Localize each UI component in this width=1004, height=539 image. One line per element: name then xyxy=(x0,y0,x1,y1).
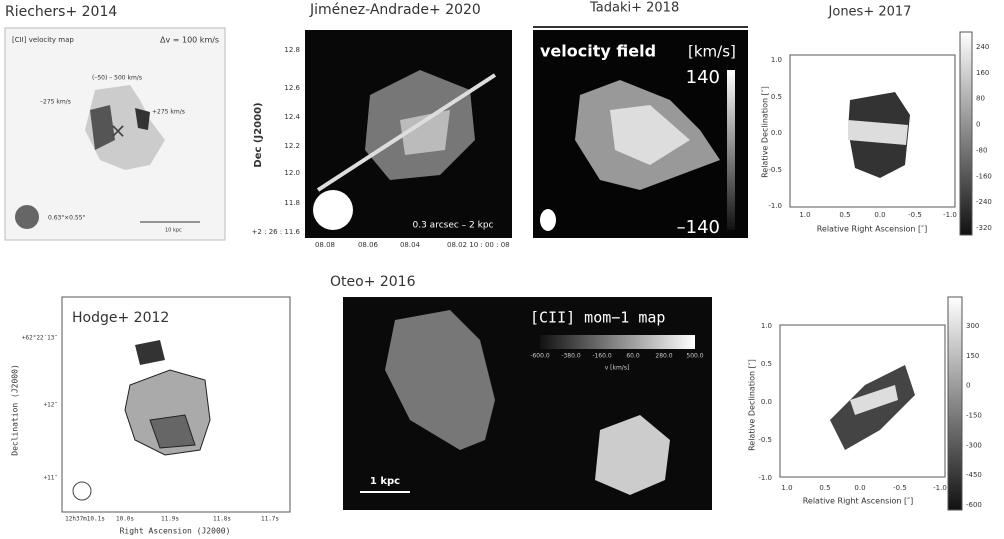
marker: × xyxy=(110,119,127,143)
tick-label: 10.0s xyxy=(116,516,134,523)
tick-label: 0.0 xyxy=(761,398,772,406)
tick-label: 11.8 xyxy=(284,199,300,207)
colorbar-label: -240 xyxy=(976,198,992,206)
colorbar-label: -300 xyxy=(966,441,982,449)
colorbar-label: -160.0 xyxy=(592,353,612,360)
tick-label: 0.5 xyxy=(761,360,772,368)
label: 1 kpc xyxy=(370,476,400,487)
colorbar-label: -150 xyxy=(966,412,982,420)
tick-label: -0.5 xyxy=(768,166,782,174)
tick-label: 1.0 xyxy=(799,211,810,219)
tick-label: 12.6 xyxy=(284,84,300,92)
tick-label: 0.5 xyxy=(819,484,830,492)
tick-label: 08.04 xyxy=(400,241,421,249)
tick-label: +62°22′13″ xyxy=(22,335,58,342)
tick-label: -0.5 xyxy=(893,484,907,492)
colorbar xyxy=(948,297,962,510)
tick-label: 0.5 xyxy=(771,93,782,101)
tick-label: 0.0 xyxy=(874,211,885,219)
colorbar-label: 0 xyxy=(976,121,980,129)
colorbar-label: 500.0 xyxy=(686,353,703,360)
tick-label: 0.0 xyxy=(771,129,782,137)
label: v [km/s] xyxy=(605,365,630,372)
tick-label: 12.0 xyxy=(284,169,300,177)
beam xyxy=(15,205,39,229)
tick-label: 0.0 xyxy=(854,484,865,492)
tick-label: 08.02 10 : 00 : 08 xyxy=(447,241,510,249)
colorbar-label: -380.0 xyxy=(561,353,581,360)
tick-label: -0.5 xyxy=(908,211,922,219)
tick-label: -1.0 xyxy=(943,211,957,219)
label: 10 kpc xyxy=(165,228,182,234)
colorbar-label: -600.0 xyxy=(530,353,550,360)
tick-label: 1.0 xyxy=(781,484,792,492)
panel-title: Jiménez-Andrade+ 2020 xyxy=(309,2,481,18)
tick-label: +2 : 26 : 11.6 xyxy=(252,228,301,236)
tick-label: 08.08 xyxy=(315,241,335,249)
tick-label: -1.0 xyxy=(768,202,782,210)
label: 0.3 arcsec – 2 kpc xyxy=(413,221,494,231)
tick-label: 1.0 xyxy=(761,322,772,330)
tick-label: +12″ xyxy=(44,402,58,409)
colorbar-label: 150 xyxy=(966,352,979,360)
label: velocity field xyxy=(540,42,656,61)
label: –275 km/s xyxy=(40,99,71,106)
panel-title: Jones+ 2017 xyxy=(828,5,912,20)
tick-label: -1.0 xyxy=(933,484,947,492)
tick-label: 12.8 xyxy=(284,46,300,54)
colorbar-label: -160 xyxy=(976,172,992,180)
tick-label: +11″ xyxy=(44,475,58,482)
beam xyxy=(540,209,556,231)
axis-title: Relative Declination [″] xyxy=(748,359,757,451)
label: [CII] mom−1 map xyxy=(530,309,665,327)
panel-title: Hodge+ 2012 xyxy=(72,310,169,326)
colorbar-label: -600 xyxy=(966,501,982,509)
panel-title: Tadaki+ 2018 xyxy=(589,1,679,16)
colorbar-label: 0 xyxy=(966,382,970,390)
label: +275 km/s xyxy=(152,109,185,116)
axis-title: Relative Right Ascension [″] xyxy=(817,225,928,234)
colorbar-label: 280.0 xyxy=(655,353,672,360)
axis-title: Declination (J2000) xyxy=(11,364,20,456)
tick-label: 12.2 xyxy=(284,142,300,150)
tick-label: 11.7s xyxy=(261,516,279,523)
axis-title: Dec (J2000) xyxy=(253,102,264,167)
tick-label: 0.5 xyxy=(839,211,850,219)
colorbar xyxy=(960,32,972,235)
figure: × Riechers+ 2014 Jiménez-Andrade+ 2020 Tad… xyxy=(0,0,1004,539)
tick-label: -0.5 xyxy=(758,436,772,444)
beam xyxy=(313,190,353,230)
axis-title: Relative Declination [″] xyxy=(761,86,770,178)
colorbar-label: 240 xyxy=(976,43,989,51)
colorbar-label: 60.0 xyxy=(626,353,640,360)
axis-title: Relative Right Ascension [″] xyxy=(803,497,914,506)
label: Δv = 100 km/s xyxy=(160,36,219,45)
tick-label: 12h37m10.1s xyxy=(65,516,105,523)
colorbar-label: 160 xyxy=(976,69,989,77)
colorbar xyxy=(727,70,735,230)
label: 0.63"×0.55" xyxy=(48,215,86,222)
tick-label: 11.8s xyxy=(213,516,231,523)
colorbar-label: –140 xyxy=(677,217,720,238)
label: [km/s] xyxy=(688,43,736,61)
label: [CII] velocity map xyxy=(12,36,74,44)
label: (–50) – 500 km/s xyxy=(92,75,142,82)
colorbar-label: -450 xyxy=(966,471,982,479)
tick-label: 11.9s xyxy=(161,516,179,523)
axis-title: Right Ascension (J2000) xyxy=(120,527,231,536)
panel-title: Oteo+ 2016 xyxy=(330,274,416,290)
tick-label: 1.0 xyxy=(771,56,782,64)
tick-label: 08.06 xyxy=(358,241,379,249)
colorbar-label: -80 xyxy=(976,146,987,154)
panel-title: Riechers+ 2014 xyxy=(5,4,117,20)
colorbar-label: 80 xyxy=(976,95,985,103)
colorbar-label: -320 xyxy=(976,224,992,232)
colorbar xyxy=(540,335,695,349)
colorbar-label: 300 xyxy=(966,322,979,330)
tick-label: 12.4 xyxy=(284,113,300,121)
colorbar-label: 140 xyxy=(686,67,720,88)
tick-label: -1.0 xyxy=(758,474,772,482)
